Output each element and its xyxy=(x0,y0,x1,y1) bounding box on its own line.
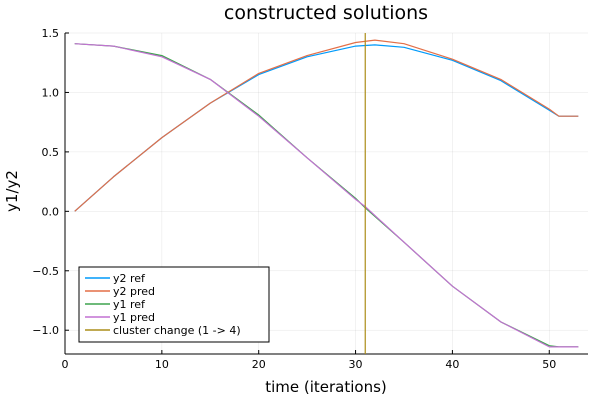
legend-label: y1 ref xyxy=(113,298,146,311)
y-tick-label: 0.0 xyxy=(42,205,60,218)
y-tick-label: −0.5 xyxy=(32,265,59,278)
x-tick-label: 0 xyxy=(62,358,69,371)
y-tick-label: 1.0 xyxy=(42,86,60,99)
y-axis-title: y1/y2 xyxy=(3,170,21,212)
series-line-y1-pred xyxy=(74,43,579,348)
x-tick-label: 20 xyxy=(252,358,266,371)
x-tick-label: 30 xyxy=(349,358,363,371)
x-tick-label: 10 xyxy=(155,358,169,371)
legend-label: y2 ref xyxy=(113,272,146,285)
legend-label: cluster change (1 -> 4) xyxy=(113,324,241,337)
x-tick-label: 40 xyxy=(445,358,459,371)
axes xyxy=(64,32,588,355)
chart-title: constructed solutions xyxy=(224,2,428,24)
legend-label: y2 pred xyxy=(113,285,155,298)
y-tick-label: −1.0 xyxy=(32,324,59,337)
x-axis-title: time (iterations) xyxy=(265,378,387,396)
legend-box xyxy=(78,266,270,343)
x-tick-label: 50 xyxy=(542,358,556,371)
y-tick-label: 0.5 xyxy=(42,146,60,159)
y-tick-label: 1.5 xyxy=(42,27,60,40)
series-layer xyxy=(74,33,579,354)
tick-labels: 0 10 20 30 40 50 −1.0 −0.5 0.0 0.5 1.0 1.5 xyxy=(32,27,556,371)
legend-label: y1 pred xyxy=(113,311,155,324)
